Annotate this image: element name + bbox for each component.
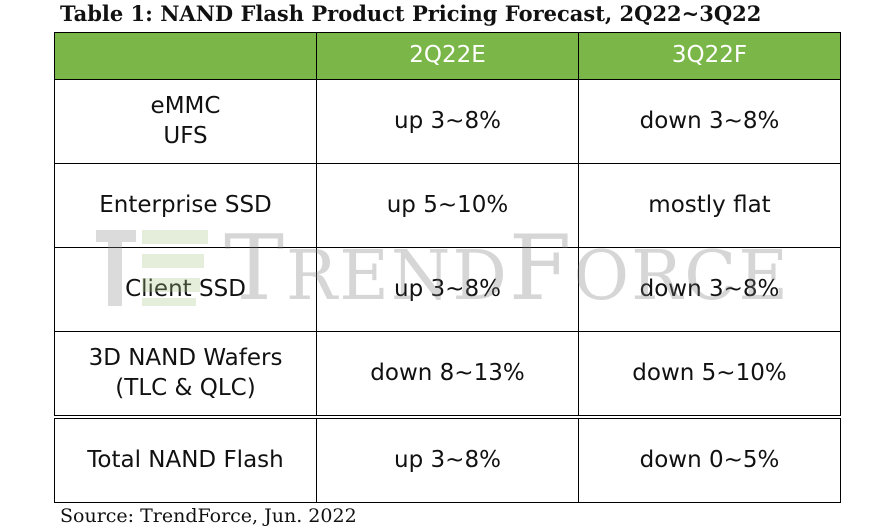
row-label-line: UFS [163,122,208,149]
cell-3q22f: down 3~8% [578,247,841,332]
header-corner [54,32,317,80]
cell-2q22e: up 3~8% [316,79,579,164]
table-row: 3D NAND Wafers (TLC & QLC) down 8~13% do… [54,331,841,418]
cell-2q22e: down 8~13% [316,331,579,418]
cell-3q22f: down 3~8% [578,79,841,164]
row-label: Enterprise SSD [54,163,317,248]
header-row: 2Q22E 3Q22F [54,32,841,80]
cell-3q22f: mostly flat [578,163,841,248]
row-label-line: Total NAND Flash [87,446,284,473]
cell-2q22e: up 3~8% [316,247,579,332]
row-label-line: Client SSD [125,275,246,302]
cell-2q22e: up 5~10% [316,163,579,248]
table-title: Table 1: NAND Flash Product Pricing Fore… [60,1,762,26]
row-label: Client SSD [54,247,317,332]
source-note: Source: TrendForce, Jun. 2022 [60,505,357,527]
row-label: eMMC UFS [54,79,317,164]
header-3q22f: 3Q22F [578,32,841,80]
cell-2q22e: up 3~8% [316,415,579,503]
table-row: eMMC UFS up 3~8% down 3~8% [54,79,841,164]
row-label-line: 3D NAND Wafers [88,344,283,371]
pricing-table-container: 2Q22E 3Q22F eMMC UFS up 3~8% down 3~8% E… [54,32,841,503]
pricing-table: 2Q22E 3Q22F eMMC UFS up 3~8% down 3~8% E… [54,32,841,503]
row-label-line: (TLC & QLC) [115,374,256,401]
row-label-line: eMMC [150,92,221,119]
row-label-line: Enterprise SSD [99,191,272,218]
table-row-total: Total NAND Flash up 3~8% down 0~5% [54,415,841,503]
header-2q22e: 2Q22E [316,32,579,80]
cell-3q22f: down 5~10% [578,331,841,418]
table-row: Enterprise SSD up 5~10% mostly flat [54,163,841,248]
row-label: Total NAND Flash [54,415,317,503]
cell-3q22f: down 0~5% [578,415,841,503]
row-label: 3D NAND Wafers (TLC & QLC) [54,331,317,418]
table-row: Client SSD up 3~8% down 3~8% [54,247,841,332]
